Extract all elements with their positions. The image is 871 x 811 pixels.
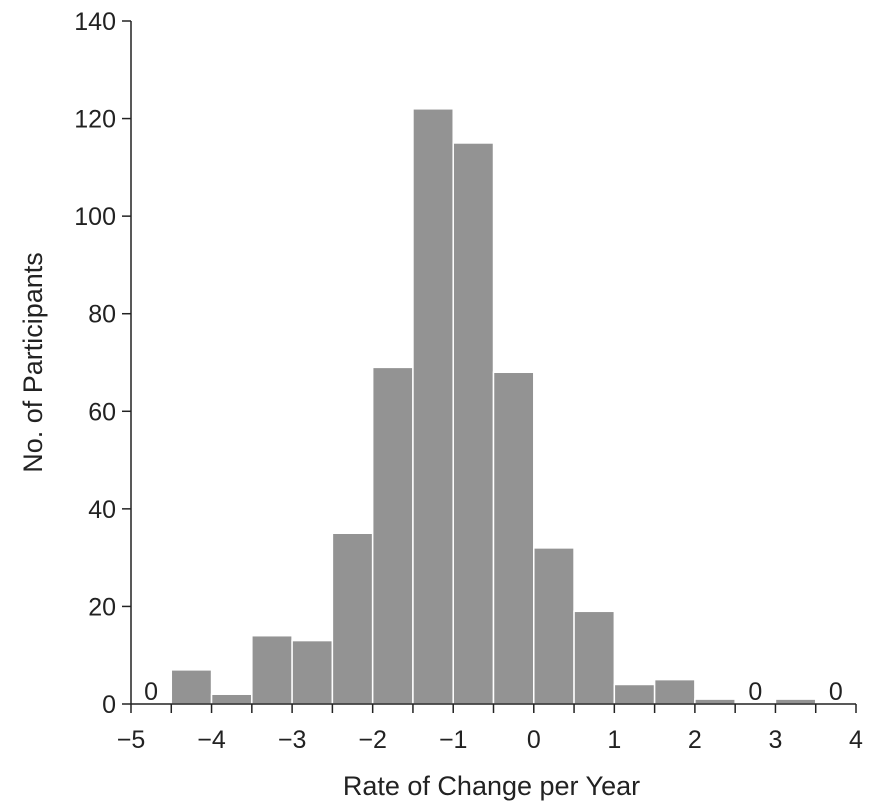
y-tick-label: 20 xyxy=(88,593,116,621)
x-tick-label: 3 xyxy=(768,726,782,754)
y-tick-label: 140 xyxy=(74,8,116,36)
x-tick-label: −3 xyxy=(278,726,307,754)
bar-zero-label: 0 xyxy=(144,678,158,706)
x-tick-label: 0 xyxy=(527,726,541,754)
y-tick-label: 40 xyxy=(88,496,116,524)
bar-zero-label: 0 xyxy=(829,678,843,706)
x-tick-label: 1 xyxy=(607,726,621,754)
y-tick-label: 0 xyxy=(102,691,116,719)
x-axis-title: Rate of Change per Year xyxy=(343,771,640,801)
y-tick-label: 120 xyxy=(74,106,116,134)
y-tick-label: 60 xyxy=(88,398,116,426)
histogram-bar xyxy=(331,532,374,705)
histogram-bar xyxy=(251,634,293,705)
x-ticks-group: −5 −4 −3 −2 −1 0 1 2 3 4 xyxy=(117,704,863,754)
x-tick-label: −1 xyxy=(439,726,468,754)
histogram-bar xyxy=(412,108,454,705)
x-tick-label: 2 xyxy=(688,726,702,754)
histogram-bar xyxy=(291,639,334,705)
y-tick-label: 100 xyxy=(74,203,116,231)
histogram-bar xyxy=(170,669,213,705)
y-ticks-group: 0 20 40 60 80 100 120 140 xyxy=(74,8,131,719)
x-tick-label: 4 xyxy=(849,726,863,754)
x-tick-label: −4 xyxy=(197,726,226,754)
histogram-bar xyxy=(653,678,696,705)
histogram-bar xyxy=(371,366,414,705)
zero-labels-group: 0 0 0 xyxy=(144,678,843,706)
y-axis-title: No. of Participants xyxy=(18,252,48,473)
y-tick-label: 80 xyxy=(88,301,116,329)
histogram-bar xyxy=(492,371,535,705)
x-tick-label: −2 xyxy=(358,726,387,754)
histogram-bar xyxy=(210,693,253,705)
x-tick-label: −5 xyxy=(117,726,146,754)
histogram-bar xyxy=(452,142,495,705)
bars-group xyxy=(170,108,817,705)
bar-zero-label: 0 xyxy=(748,678,762,706)
histogram-bar xyxy=(533,547,575,705)
histogram-bar xyxy=(613,683,656,705)
histogram-bar xyxy=(573,610,616,705)
